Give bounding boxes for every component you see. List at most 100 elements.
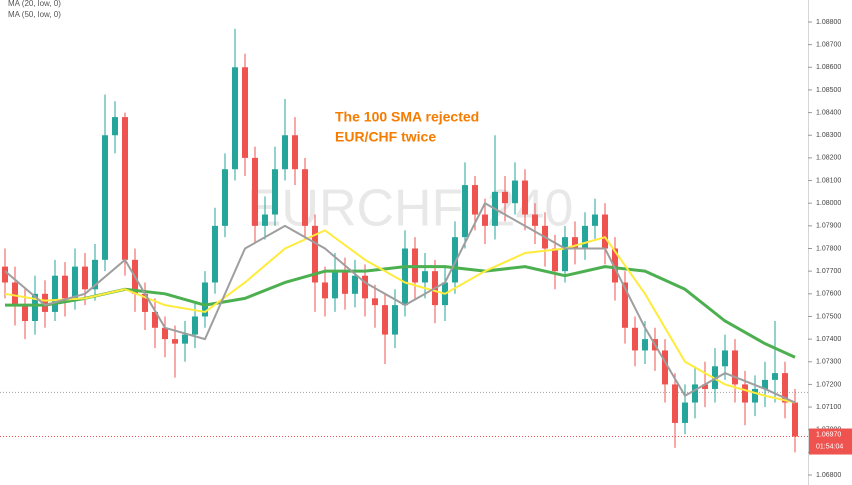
candle-body [392, 305, 398, 335]
candle-body [552, 248, 558, 272]
ma-line [4, 202, 796, 404]
y-tick-label: 1.07300 [816, 359, 841, 366]
price-label: 1.06970 [816, 431, 841, 438]
candle-body [732, 350, 738, 385]
candle-body [262, 214, 268, 226]
y-tick-label: 1.07500 [816, 313, 841, 320]
candle-body [232, 67, 238, 170]
candle-body [452, 237, 458, 283]
candle-body [272, 169, 278, 215]
candle-body [722, 350, 728, 367]
candle-body [122, 117, 128, 260]
y-tick-label: 1.08200 [816, 155, 841, 162]
candle-body [212, 225, 218, 283]
candle-body [612, 248, 618, 283]
candle-body [362, 275, 368, 299]
candle-body [372, 298, 378, 306]
y-tick-label: 1.08400 [816, 109, 841, 116]
countdown: 01:54:04 [816, 443, 843, 450]
candle-body [342, 271, 348, 294]
y-tick-label: 1.08500 [816, 87, 841, 94]
candle-body [142, 293, 148, 312]
candle-body [792, 402, 798, 437]
candle-body [772, 373, 778, 380]
candle-body [112, 117, 118, 136]
candle-body [152, 311, 158, 328]
candle-body [622, 282, 628, 328]
candle-body [62, 275, 68, 299]
candle-body [522, 180, 528, 215]
candle-body [682, 402, 688, 423]
candle-body [162, 327, 168, 340]
candle-body [322, 282, 328, 299]
annotation: The 100 SMA rejected [335, 109, 479, 125]
ma-line [4, 229, 796, 404]
candle-body [292, 135, 298, 170]
candle-body [642, 339, 648, 351]
candle-body [472, 185, 478, 215]
y-tick-label: 1.07900 [816, 223, 841, 230]
candle-body [252, 157, 258, 226]
candle-body [512, 180, 518, 204]
candle-body [602, 214, 608, 249]
candle-body [22, 305, 28, 321]
candle-body [562, 237, 568, 272]
candle-body [592, 214, 598, 226]
candle-body [632, 327, 638, 351]
candle-body [182, 334, 188, 344]
y-tick-label: 1.08300 [816, 132, 841, 139]
candle-body [312, 225, 318, 283]
candle-body [742, 384, 748, 403]
candle-body [332, 271, 338, 299]
candle-body [582, 225, 588, 249]
candle-body [12, 282, 18, 306]
candle-body [782, 373, 788, 403]
candle-body [502, 191, 508, 204]
candle-body [222, 169, 228, 226]
y-tick-label: 1.07200 [816, 381, 841, 388]
candle-body [692, 384, 698, 403]
candle-body [82, 266, 88, 290]
y-tick-label: 1.07600 [816, 291, 841, 298]
candle-body [202, 282, 208, 317]
y-tick-label: 1.08800 [816, 19, 841, 26]
candle-body [462, 185, 468, 238]
candle-body [352, 275, 358, 294]
y-tick-label: 1.07700 [816, 268, 841, 275]
indicator-label: MA (20, low, 0) [8, 0, 61, 8]
candle-body [242, 67, 248, 158]
candle-body [762, 379, 768, 389]
price-label-box [809, 428, 852, 455]
candle-body [662, 350, 668, 385]
annotation: EUR/CHF twice [335, 129, 436, 145]
candle-body [32, 293, 38, 321]
candle-body [302, 169, 308, 226]
candle-body [52, 275, 58, 312]
candle-body [192, 316, 198, 335]
candle-body [382, 305, 388, 335]
candle-body [752, 388, 758, 403]
candle-body [482, 214, 488, 226]
y-tick-label: 1.07400 [816, 336, 841, 343]
y-tick-label: 1.07100 [816, 404, 841, 411]
indicator-label: MA (50, low, 0) [8, 10, 61, 19]
y-tick-label: 1.08000 [816, 200, 841, 207]
candle-body [702, 384, 708, 389]
y-tick-label: 1.06800 [816, 472, 841, 479]
candle-body [72, 266, 78, 299]
candle-body [282, 135, 288, 170]
y-tick-label: 1.08100 [816, 177, 841, 184]
candle-body [102, 135, 108, 260]
candle-body [42, 293, 48, 312]
candle-body [2, 266, 8, 283]
y-tick-label: 1.08700 [816, 41, 841, 48]
candle-body [672, 384, 678, 423]
candle-body [92, 259, 98, 290]
ma-line [5, 265, 796, 359]
y-tick-label: 1.08600 [816, 64, 841, 71]
candle-body [572, 237, 578, 249]
candle-body [532, 214, 538, 226]
